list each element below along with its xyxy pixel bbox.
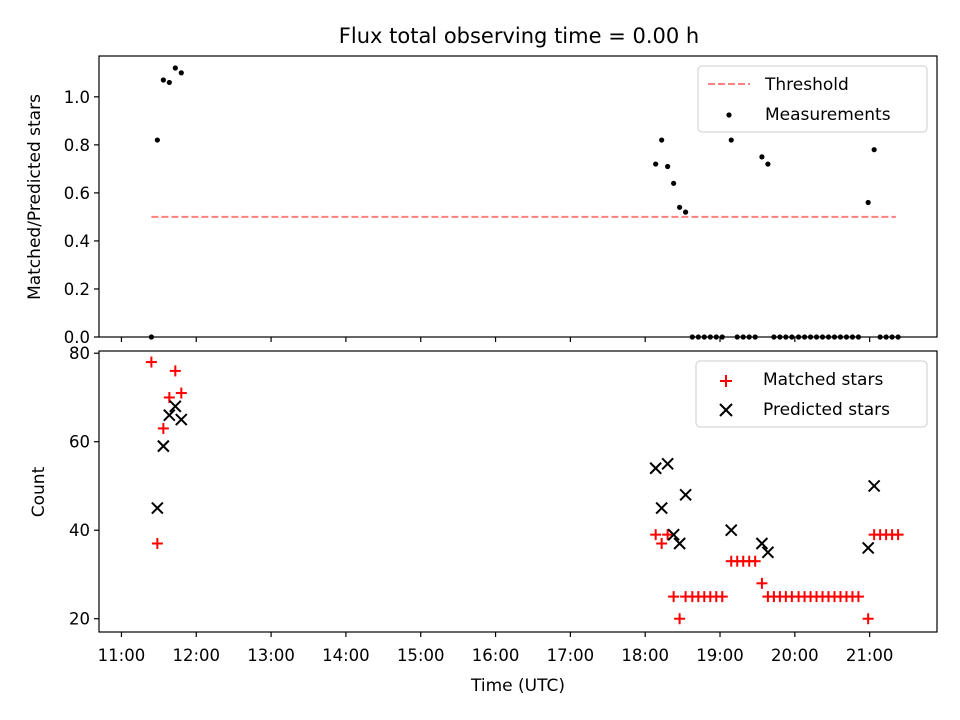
matched-star-point [163,391,175,403]
legend-measurements-marker [726,112,732,118]
top-y-tick-label: 0.4 [64,232,90,251]
measurement-point [653,161,659,167]
bottom-x-axis-label: Time (UTC) [470,676,565,696]
legend-predicted-marker [719,403,733,417]
top-panel: 0.0 0.2 0.4 0.6 0.8 1.0 Matched/Predicted sta… [25,55,938,347]
top-legend-box [697,65,928,133]
bottom-plot-area [145,356,904,625]
predicted-star-point [151,501,164,515]
bottom-legend-box [695,360,928,428]
legend-matched-marker [720,375,732,387]
bottom-y-tick-label: 60 [69,433,90,452]
predicted-star-point [725,524,738,537]
matched-star-point [674,613,686,625]
legend-threshold-label: Threshold [764,75,849,95]
matched-star-point [862,613,874,625]
predicted-star-point [169,400,182,413]
bottom-x-tick-label: 12:00 [172,646,220,665]
predicted-star-point [175,413,188,426]
legend-matched-label: Matched stars [763,370,883,390]
predicted-star-point [667,528,680,541]
measurement-point [154,137,160,143]
top-axes-frame [98,55,938,338]
legend-measurements-label: Measurements [765,105,891,125]
measurement-point [166,79,172,86]
measurement-point [671,180,677,186]
predicted-star-point [661,457,674,471]
predicted-star-point [163,408,176,422]
bottom-x-tick-label: 21:00 [846,646,894,665]
top-y-axis: 0.0 0.2 0.4 0.6 0.8 1.0 [64,88,871,347]
bottom-y-tick-label: 20 [69,610,90,629]
top-y-tick-label: 0.6 [64,184,90,203]
measurement-point [759,154,765,160]
predicted-star-point [673,537,686,550]
bottom-x-tick-label: 11:00 [98,646,146,665]
measurement-point [172,65,178,71]
top-legend: Threshold Measurements [697,65,928,133]
top-y-tick-label: 1.0 [64,88,90,107]
top-y-axis-label: Matched/Predicted stars [25,94,45,300]
bottom-legend: Matched stars Predicted stars [695,360,928,428]
matched-star-point [668,591,680,603]
matched-star-point [892,529,904,541]
predicted-star-point [755,537,769,550]
measurement-point [677,204,683,210]
matched-star-point [175,387,187,399]
bottom-x-tick-label: 20:00 [771,646,819,665]
measurement-point [665,163,671,170]
predicted-star-point [867,479,881,493]
bottom-x-tick-label: 19:00 [696,646,744,665]
measurement-point [178,70,184,76]
measurement-point [765,161,771,167]
matched-star-point [151,537,163,549]
predicted-star-point [157,439,170,453]
top-y-tick-label: 0.0 [64,328,90,347]
predicted-star-point [861,541,875,555]
bottom-x-tick-label: 14:00 [322,646,370,665]
bottom-axes-frame [98,350,938,633]
measurement-point [728,137,734,143]
measurement-point [683,209,689,215]
predicted-star-point [649,462,662,475]
measurement-point [871,147,877,153]
matched-star-point [169,365,181,377]
predicted-star-point [679,488,692,502]
matched-star-point [662,529,674,541]
matched-star-point [852,591,864,603]
bottom-x-tick-label: 18:00 [621,646,669,665]
matched-star-point [756,577,768,589]
measurement-point [659,137,665,143]
matched-star-point [145,356,157,368]
bottom-y-tick-label: 80 [69,344,90,363]
top-y-tick-label: 0.2 [64,280,90,299]
bottom-x-tick-label: 15:00 [397,646,445,665]
bottom-x-tick-label: 17:00 [547,646,595,665]
measurement-point [160,77,166,83]
bottom-y-axis-label: Count [29,466,49,517]
matched-star-point [716,591,728,603]
legend-predicted-label: Predicted stars [763,400,890,420]
matched-star-point [749,555,761,567]
top-y-tick-label: 0.8 [64,136,90,155]
bottom-panel: 20 40 60 80 11:00 12:00 13:00 14:00 15:00 16:00 17… [29,344,938,696]
matched-star-point [650,529,662,541]
predicted-star-point [655,501,668,515]
bottom-axes-ticks: 20 40 60 80 11:00 12:00 13:00 14:00 15:00 16:00 17… [69,344,893,665]
bottom-x-tick-label: 16:00 [472,646,520,665]
matched-star-point [157,422,169,434]
measurement-point [865,199,871,206]
chart-title: Flux total observing time = 0.00 h [339,24,699,48]
bottom-x-tick-label: 13:00 [247,646,295,665]
matched-star-point [656,537,668,549]
predicted-star-point [761,546,775,559]
bottom-y-tick-label: 40 [69,521,90,540]
